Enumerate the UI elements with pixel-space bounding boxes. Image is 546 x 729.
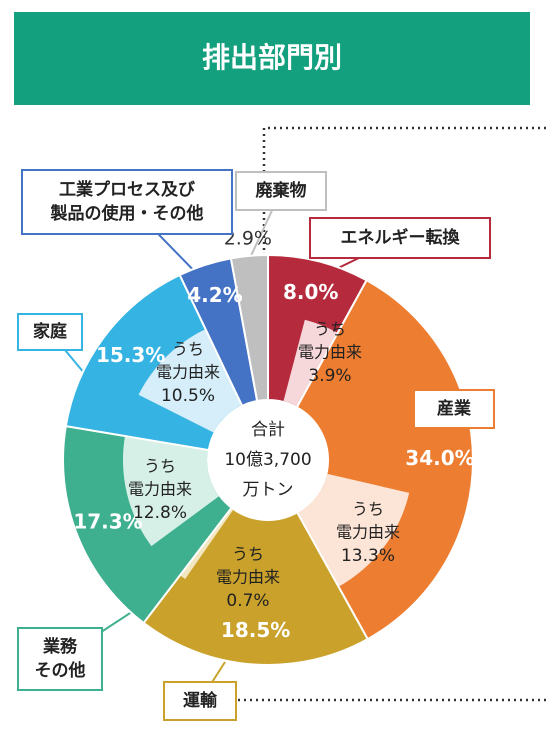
sub-label: うち: [314, 320, 346, 339]
sub-segment: [297, 473, 410, 587]
callout-box: [413, 389, 495, 429]
category-label: 業務: [43, 636, 78, 657]
callout-box: [309, 217, 491, 259]
value-label: 17.3%: [73, 510, 142, 534]
sub-segment: [122, 436, 219, 547]
sub-label: 電力由来: [128, 480, 192, 499]
callout-box: [235, 171, 327, 211]
sub-label: うち: [144, 457, 176, 476]
value-label: 34.0%: [405, 446, 474, 470]
sub-label: 電力由来: [156, 363, 220, 382]
callout-box: [163, 681, 237, 721]
sub-value-label: 13.3%: [341, 546, 395, 566]
donut-segment: [229, 253, 269, 403]
category-label: 工業プロセス及び: [59, 179, 195, 200]
category-label: 廃棄物: [256, 180, 307, 201]
center-label: 合計: [251, 420, 285, 440]
value-label: 18.5%: [221, 618, 290, 642]
sub-label: うち: [232, 545, 264, 564]
center-label: 万トン: [243, 480, 294, 500]
sub-label: うち: [172, 340, 204, 359]
sub-label: 電力由来: [336, 523, 400, 542]
sub-label: 電力由来: [216, 568, 280, 587]
callout-box: [17, 313, 83, 351]
dotted-divider: [262, 126, 546, 250]
header-title: 排出部門別: [202, 41, 342, 74]
value-label: 15.3%: [96, 343, 165, 367]
category-label: エネルギー転換: [341, 227, 461, 248]
category-label: 運輸: [183, 690, 218, 711]
category-label: 産業: [437, 398, 471, 419]
category-label: その他: [35, 660, 86, 681]
sub-value-label: 3.9%: [308, 366, 351, 386]
callout-box: [17, 627, 103, 691]
sub-segment: [138, 329, 242, 433]
sub-segment: [283, 319, 338, 407]
sub-value-label: 10.5%: [161, 386, 215, 406]
center-label: 10億3,700: [224, 450, 311, 470]
value-label: 4.2%: [187, 283, 242, 307]
donut-segment: [142, 506, 370, 666]
value-label: 8.0%: [283, 280, 338, 304]
sub-value-label: 12.8%: [133, 503, 187, 523]
sub-label: 電力由来: [298, 343, 362, 362]
sub-value-label: 0.7%: [226, 591, 269, 611]
center-hole: [209, 401, 327, 519]
header-bar: [14, 12, 530, 105]
sub-segment: [180, 508, 234, 579]
category-label: 家庭: [33, 321, 67, 342]
sub-label: うち: [352, 500, 384, 519]
callout-box: [21, 169, 233, 235]
category-label: 製品の使用・その他: [50, 203, 204, 224]
value-label: 2.9%: [224, 227, 272, 249]
